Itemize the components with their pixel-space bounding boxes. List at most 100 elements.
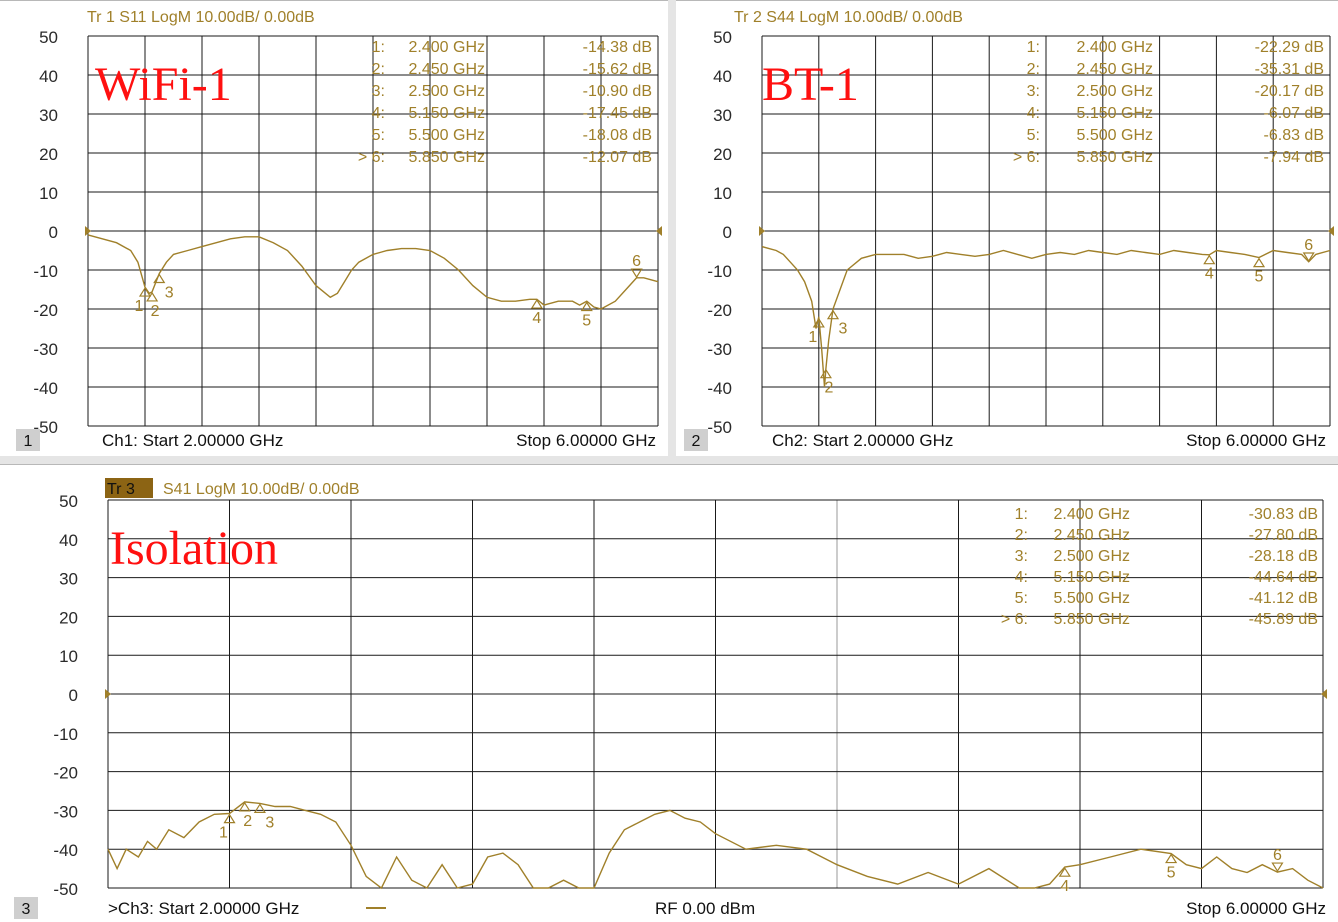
marker-frequency: 5.850 GHz: [1077, 149, 1153, 166]
channel-number-box[interactable]: [684, 429, 708, 451]
marker-value: -45.89 dB: [1249, 611, 1318, 628]
marker-triangle: [238, 801, 251, 812]
horizontal-separator: [0, 456, 1338, 464]
marker-number: 5:: [1015, 590, 1028, 607]
marker-label: 5: [1167, 865, 1176, 882]
marker-label: 3: [165, 285, 174, 302]
marker-triangle: [223, 813, 236, 824]
y-tick-label: 20: [39, 145, 58, 164]
y-tick-label: -10: [707, 262, 732, 281]
marker-frequency: 5.150 GHz: [1054, 569, 1130, 586]
marker-label: 6: [1273, 847, 1282, 864]
marker-label: 1: [808, 329, 817, 346]
marker-value: -30.83 dB: [1249, 506, 1318, 523]
y-tick-label: 40: [59, 531, 78, 550]
marker-number: 2:: [1027, 61, 1040, 78]
marker-label: 6: [1304, 237, 1313, 254]
y-tick-label: -50: [53, 880, 78, 899]
marker-frequency: 5.150 GHz: [409, 105, 485, 122]
marker-6: 6: [1271, 847, 1284, 873]
y-tick-label: 30: [713, 106, 732, 125]
marker-triangle: [253, 803, 266, 813]
marker-frequency: 2.400 GHz: [1054, 506, 1130, 523]
reference-level-arrow: [759, 226, 765, 236]
marker-label: 1: [219, 825, 228, 842]
marker-number: 5:: [1027, 127, 1040, 144]
marker-value: -27.80 dB: [1249, 527, 1318, 544]
trace-tag: Tr 3: [107, 481, 135, 498]
trace-tag-bg: [105, 478, 153, 498]
marker-4: 4: [1203, 254, 1216, 283]
marker-frequency: 5.150 GHz: [1077, 105, 1153, 122]
reference-level-arrow-right: [1328, 226, 1334, 236]
y-tick-label: 20: [59, 608, 78, 627]
marker-triangle: [138, 286, 152, 297]
marker-triangle: [1058, 867, 1071, 877]
marker-number: > 6:: [1001, 611, 1028, 628]
marker-triangle: [153, 273, 166, 284]
marker-value: -28.18 dB: [1249, 548, 1318, 565]
y-tick-label: 10: [59, 647, 78, 666]
marker-frequency: 2.400 GHz: [1077, 39, 1153, 56]
marker-label: 1: [135, 298, 144, 315]
marker-5: 5: [1165, 853, 1178, 882]
y-tick-label: 30: [39, 106, 58, 125]
y-tick-label: 40: [39, 67, 58, 86]
marker-value: -6.83 dB: [1264, 127, 1324, 144]
channel-number: 2: [692, 433, 701, 450]
marker-label: 5: [582, 313, 591, 330]
marker-1: 1: [219, 813, 236, 842]
marker-value: -17.45 dB: [583, 105, 652, 122]
marker-frequency: 2.450 GHz: [409, 61, 485, 78]
marker-value: -14.38 dB: [583, 39, 652, 56]
y-tick-label: -10: [33, 262, 58, 281]
y-tick-label: 10: [713, 184, 732, 203]
y-tick-label: 0: [723, 223, 732, 242]
marker-triangle: [1203, 254, 1216, 265]
marker-frequency: 2.450 GHz: [1077, 61, 1153, 78]
s41-trace: [107, 801, 1324, 890]
plot-grid: [761, 35, 1331, 427]
trace-header: Tr 2 S44 LogM 10.00dB/ 0.00dB: [734, 9, 963, 26]
marker-value: -7.94 dB: [1264, 149, 1324, 166]
marker-value: -20.17 dB: [1255, 83, 1324, 100]
marker-number: 4:: [1015, 569, 1028, 586]
reference-level-arrow-right: [656, 226, 662, 236]
marker-number: 3:: [1015, 548, 1028, 565]
marker-number: 2:: [1015, 527, 1028, 544]
marker-label: 3: [265, 814, 274, 831]
marker-table: 1: 2.400 GHz -14.38 dB 2: 2.450 GHz -15.62 dB…: [358, 39, 652, 166]
marker-label: 2: [243, 813, 252, 830]
stop-frequency: Stop 6.00000 GHz: [1186, 431, 1326, 450]
y-tick-label: -40: [707, 379, 732, 398]
y-tick-label: 50: [713, 28, 732, 47]
marker-2: 2: [238, 801, 252, 830]
y-tick-label: 30: [59, 570, 78, 589]
marker-triangle: [826, 309, 840, 320]
marker-triangle: [580, 301, 593, 312]
marker-number: 4:: [1027, 105, 1040, 122]
marker-label: 6: [632, 253, 641, 270]
chart-panel-3: 50 40 30 20 10 0 -10 -20 -30 -40 -50 Tr 3 S41 LogM 1…: [0, 464, 1338, 922]
y-tick-label: 50: [59, 492, 78, 511]
marker-number: > 6:: [1013, 149, 1040, 166]
chart-panel-1: 50 40 30 20 10 0 -10 -20 -30 -40 -50 Tr 1 S11 LogM …: [0, 0, 668, 456]
marker-value: -44.64 dB: [1249, 569, 1318, 586]
y-tick-label: 20: [713, 145, 732, 164]
plot-grid: [107, 499, 1324, 889]
rf-power: RF 0.00 dBm: [655, 899, 755, 918]
marker-number: > 6:: [358, 149, 385, 166]
marker-value: -41.12 dB: [1249, 590, 1318, 607]
y-tick-label: -20: [33, 301, 58, 320]
marker-value: -22.29 dB: [1255, 39, 1324, 56]
marker-3: 3: [253, 803, 274, 831]
marker-number: 4:: [372, 105, 385, 122]
marker-2: 2: [146, 291, 160, 320]
marker-frequency: 2.500 GHz: [1054, 548, 1130, 565]
marker-triangle: [819, 368, 832, 379]
marker-table: 1: 2.400 GHz -22.29 dB 2: 2.450 GHz -35.31 dB…: [1013, 39, 1324, 166]
channel-number-box[interactable]: [16, 429, 40, 451]
marker-frequency: 2.450 GHz: [1054, 527, 1130, 544]
marker-6: 6: [1302, 237, 1315, 263]
channel-number-box[interactable]: [14, 897, 38, 919]
